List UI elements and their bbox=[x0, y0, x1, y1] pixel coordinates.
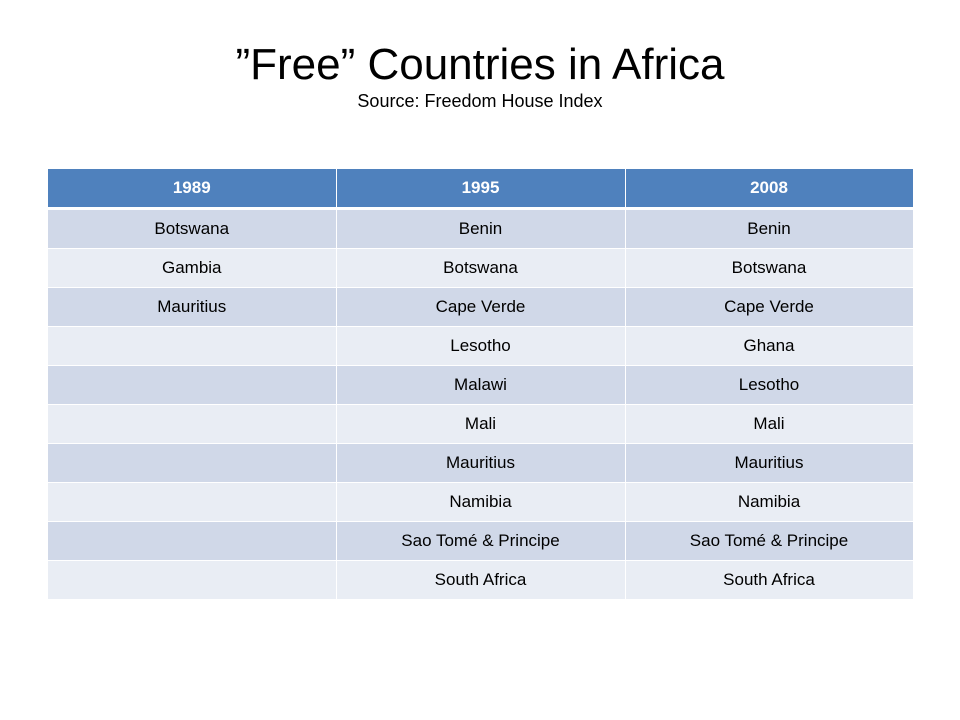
table-row: Gambia Botswana Botswana bbox=[48, 248, 914, 288]
table-cell bbox=[48, 365, 337, 405]
table-cell: Mauritius bbox=[48, 287, 337, 327]
column-header-2008: 2008 bbox=[625, 169, 914, 210]
column-header-1995: 1995 bbox=[336, 169, 626, 210]
table-cell: Botswana bbox=[48, 208, 337, 249]
table-cell bbox=[48, 404, 337, 444]
table-row: Botswana Benin Benin bbox=[48, 208, 914, 249]
table-cell bbox=[48, 326, 337, 366]
table-cell: Malawi bbox=[336, 365, 626, 405]
table-cell: Sao Tomé & Principe bbox=[336, 521, 626, 561]
table-row: Sao Tomé & Principe Sao Tomé & Principe bbox=[48, 521, 914, 561]
table-cell: Cape Verde bbox=[625, 287, 914, 327]
table-cell: Cape Verde bbox=[336, 287, 626, 327]
table-cell: Gambia bbox=[48, 248, 337, 288]
table-cell: Mauritius bbox=[625, 443, 914, 483]
table-cell bbox=[48, 560, 337, 600]
table-cell: Benin bbox=[625, 208, 914, 249]
table-row: Mali Mali bbox=[48, 404, 914, 444]
table-cell bbox=[48, 482, 337, 522]
table-cell: Mali bbox=[625, 404, 914, 444]
table-row: Namibia Namibia bbox=[48, 482, 914, 522]
table-cell: Botswana bbox=[336, 248, 626, 288]
table-cell: Benin bbox=[336, 208, 626, 249]
table-row: Lesotho Ghana bbox=[48, 326, 914, 366]
page-title: ”Free” Countries in Africa bbox=[235, 40, 725, 89]
table-cell: Lesotho bbox=[625, 365, 914, 405]
table-row: Mauritius Cape Verde Cape Verde bbox=[48, 287, 914, 327]
table-cell: Namibia bbox=[336, 482, 626, 522]
table-cell: Mali bbox=[336, 404, 626, 444]
table-cell: Mauritius bbox=[336, 443, 626, 483]
page-subtitle: Source: Freedom House Index bbox=[357, 90, 603, 111]
table-header-row: 1989 1995 2008 bbox=[48, 169, 914, 210]
table-cell: Sao Tomé & Principe bbox=[625, 521, 914, 561]
table-row: South Africa South Africa bbox=[48, 560, 914, 600]
table-cell: Botswana bbox=[625, 248, 914, 288]
table-cell: Ghana bbox=[625, 326, 914, 366]
table-row: Malawi Lesotho bbox=[48, 365, 914, 405]
table-cell bbox=[48, 521, 337, 561]
table-cell: Namibia bbox=[625, 482, 914, 522]
table-cell: South Africa bbox=[625, 560, 914, 600]
table-cell bbox=[48, 443, 337, 483]
table-cell: Lesotho bbox=[336, 326, 626, 366]
column-header-1989: 1989 bbox=[48, 169, 337, 210]
free-countries-table: 1989 1995 2008 Botswana Benin Benin Gamb… bbox=[48, 169, 914, 600]
slide-title: ”Free” Countries in Africa Source: Freed… bbox=[48, 40, 912, 111]
table-row: Mauritius Mauritius bbox=[48, 443, 914, 483]
table-cell: South Africa bbox=[336, 560, 626, 600]
